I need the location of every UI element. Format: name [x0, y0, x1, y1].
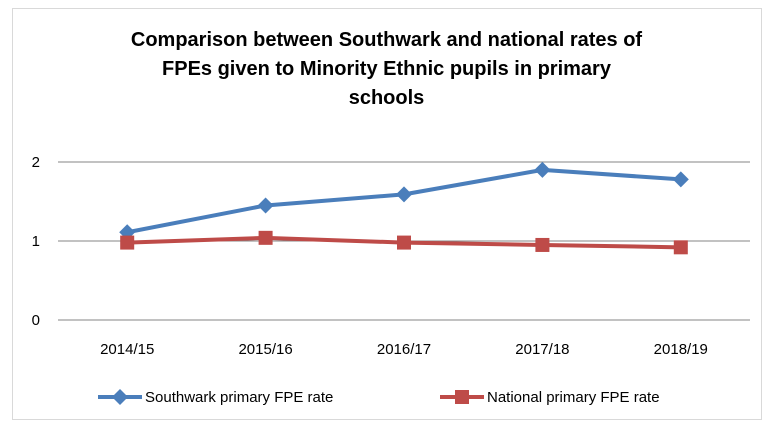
data-point	[120, 235, 135, 250]
data-point	[535, 237, 550, 252]
series-2	[120, 230, 688, 255]
x-tick-label: 2016/17	[377, 341, 431, 358]
data-point	[396, 186, 412, 203]
y-tick-label: 1	[32, 233, 40, 250]
legend-item-2: National primary FPE rate	[440, 389, 660, 406]
y-tick-label: 2	[32, 154, 40, 171]
x-tick-label: 2015/16	[238, 341, 292, 358]
data-point	[258, 230, 273, 245]
legend-item-1: Southwark primary FPE rate	[98, 389, 333, 406]
data-point	[397, 235, 411, 250]
axes: 0 1 2 2014/15 2015/16 2016/17 2017/18 2018/19	[32, 154, 708, 358]
legend: Southwark primary FPE rate National prima…	[98, 389, 660, 406]
chart-title: Comparison between Southwark and nationa…	[0, 26, 773, 113]
x-tick-label: 2018/19	[654, 341, 708, 358]
y-tick-label: 0	[32, 312, 40, 329]
x-tick-label: 2014/15	[100, 341, 154, 358]
legend-label: National primary FPE rate	[487, 389, 660, 406]
data-point	[534, 161, 551, 178]
chart-title-line-2: FPEs given to Minority Ethnic pupils in …	[162, 58, 611, 80]
chart-title-line-3: schools	[348, 87, 425, 109]
legend-label: Southwark primary FPE rate	[145, 389, 333, 406]
data-point	[672, 171, 689, 188]
chart-area	[12, 8, 762, 420]
data-point	[257, 197, 274, 214]
x-tick-label: 2017/18	[515, 341, 569, 358]
series-lines	[119, 161, 689, 255]
legend-marker	[112, 389, 128, 405]
data-point	[673, 240, 688, 255]
chart-title-line-1: Comparison between Southwark and nationa…	[130, 29, 643, 51]
series-1	[119, 161, 689, 241]
legend-marker	[455, 390, 469, 404]
